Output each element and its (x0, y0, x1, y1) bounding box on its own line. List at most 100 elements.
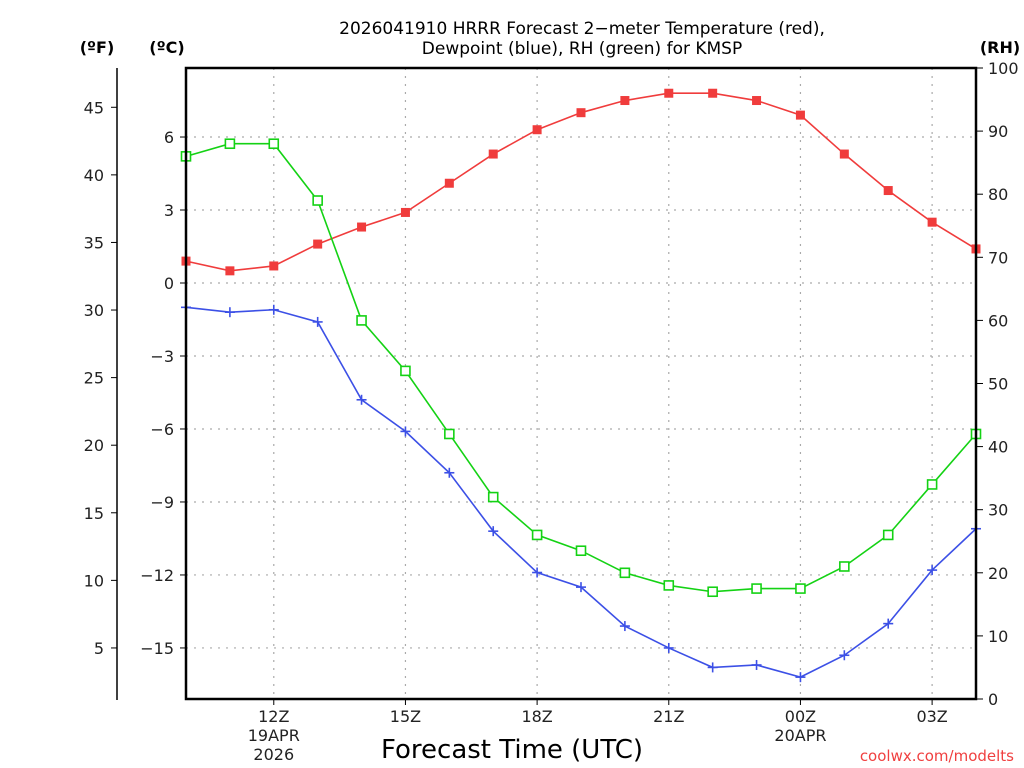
temperature-point (620, 96, 630, 106)
rh-point (531, 529, 543, 541)
rh-point (751, 583, 762, 594)
temperature-point (927, 217, 937, 227)
time-tick-label: 21Z (653, 707, 684, 726)
time-tick-label: 03Z (916, 707, 947, 726)
dewpoint-point (795, 672, 806, 683)
temperature-point (225, 266, 235, 276)
time-tick-label: 19APR (248, 726, 300, 745)
time-tick-label: 00Z (785, 707, 816, 726)
celsius-tick-label: −6 (150, 420, 174, 439)
time-tick-label: 18Z (521, 707, 552, 726)
rh-tick-label: 80 (988, 185, 1008, 204)
temperature-point (313, 239, 323, 249)
temperature-point (576, 108, 586, 118)
dewpoint-point (268, 304, 279, 315)
fahrenheit-tick-label: 10 (84, 571, 104, 590)
rh-axis-label: (RH) (980, 38, 1020, 57)
temperature-point (839, 149, 849, 159)
x-axis-title: Forecast Time (UTC) (381, 735, 643, 765)
fahrenheit-tick-label: 5 (94, 639, 104, 658)
celsius-tick-label: −9 (150, 493, 174, 512)
time-tick-label: 15Z (390, 707, 421, 726)
time-tick-label: 12Z (258, 707, 289, 726)
rh-tick-label: 90 (988, 122, 1008, 141)
rh-tick-label: 100 (988, 59, 1019, 78)
dewpoint-line (185, 306, 977, 678)
rh-point (707, 586, 718, 598)
temperature-point (664, 88, 674, 98)
rh-point (400, 365, 411, 377)
plot-frame (184, 66, 978, 701)
dewpoint-point (927, 565, 938, 576)
rh-point (795, 583, 806, 594)
rh-tick-label: 0 (988, 690, 998, 709)
dewpoint-point (356, 394, 367, 405)
rh-point (619, 567, 631, 579)
celsius-tick-label: −15 (140, 639, 174, 658)
credit-link[interactable]: coolwx.com/modelts (860, 747, 1014, 765)
rh-point (487, 491, 499, 503)
dewpoint-point (663, 642, 674, 653)
rh-axis: 0 10 20 30 40 50 60 70 80 90 100 (976, 59, 1019, 709)
rh-tick-label: 60 (988, 311, 1008, 330)
rh-point (444, 428, 455, 440)
dewpoint-point (224, 307, 235, 318)
temperature-point (269, 261, 279, 271)
temperature-point (488, 149, 498, 159)
rh-point (224, 138, 236, 150)
celsius-axis-label: (ºC) (149, 38, 184, 57)
rh-tick-label: 20 (988, 564, 1008, 583)
dewpoint-point (751, 659, 762, 670)
dewpoint-point (488, 526, 499, 537)
temperature-point (883, 186, 893, 196)
chart-title-line-1: 2026041910 HRRR Forecast 2−meter Tempera… (339, 19, 825, 39)
temperature-point (532, 125, 542, 135)
celsius-axis: −15 −12 −9 −6 −3 0 3 6 (140, 128, 186, 658)
dewpoint-point (883, 618, 894, 629)
temperature-point (444, 178, 454, 188)
series-group (180, 88, 982, 683)
fahrenheit-tick-label: 35 (84, 233, 104, 252)
celsius-tick-label: 0 (164, 274, 174, 293)
rh-point (575, 545, 587, 557)
rh-tick-label: 10 (988, 627, 1008, 646)
rh-point (356, 315, 367, 326)
temperature-line (185, 92, 977, 272)
fahrenheit-axis: 5 10 15 20 25 30 35 40 45 (84, 68, 118, 700)
rh-tick-label: 30 (988, 501, 1008, 520)
temperature-point (795, 110, 805, 120)
rh-tick-label: 50 (988, 375, 1008, 394)
rh-point (926, 479, 938, 490)
fahrenheit-tick-label: 40 (84, 166, 104, 185)
celsius-tick-label: 3 (164, 201, 174, 220)
rh-point (268, 138, 280, 150)
time-tick-label: 20APR (774, 726, 826, 745)
rh-point (312, 195, 323, 206)
dewpoint-point (312, 316, 323, 327)
celsius-tick-label: 6 (164, 128, 174, 147)
temperature-point (357, 222, 367, 232)
dewpoint-point (400, 426, 411, 437)
rh-tick-label: 70 (988, 248, 1008, 267)
temperature-point (752, 96, 762, 106)
rh-point (839, 561, 850, 572)
fahrenheit-tick-label: 15 (84, 504, 104, 523)
celsius-tick-label: −3 (150, 347, 174, 366)
temperature-point (400, 207, 410, 217)
celsius-tick-label: −12 (140, 566, 174, 585)
rh-line (185, 142, 977, 593)
dewpoint-point (619, 621, 630, 632)
fahrenheit-tick-label: 25 (84, 369, 104, 388)
rh-point (882, 529, 894, 541)
rh-tick-label: 40 (988, 438, 1008, 457)
dewpoint-point (444, 467, 455, 478)
dewpoint-point (839, 650, 850, 661)
rh-point (663, 580, 675, 591)
fahrenheit-tick-label: 45 (84, 98, 104, 117)
time-tick-label: 2026 (253, 745, 294, 764)
fahrenheit-axis-label: (ºF) (80, 38, 115, 57)
dewpoint-point (707, 662, 718, 673)
fahrenheit-tick-label: 20 (84, 436, 104, 455)
